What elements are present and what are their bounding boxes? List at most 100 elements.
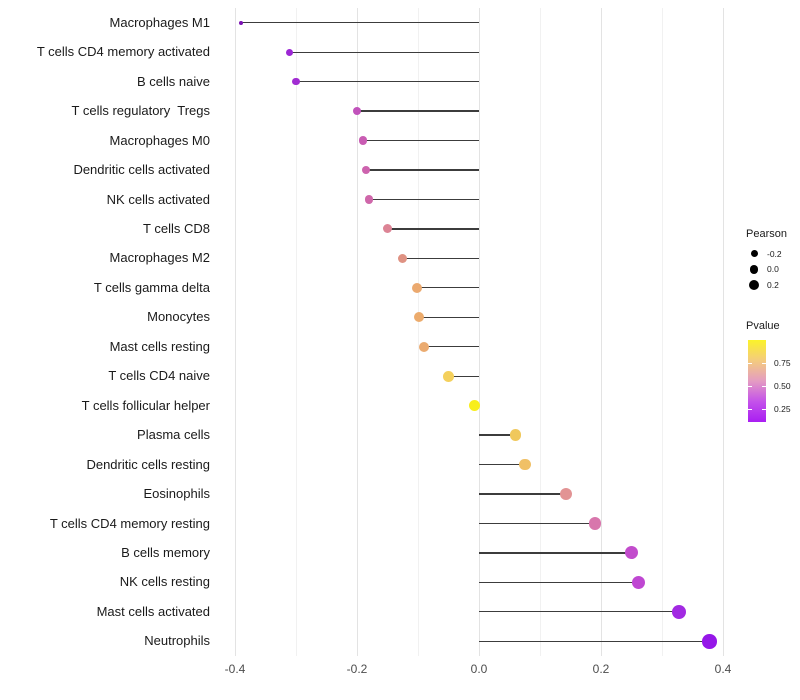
stem xyxy=(479,493,567,495)
lollipop-dot xyxy=(702,634,717,649)
y-axis-label: Mast cells activated xyxy=(96,603,210,619)
lollipop-dot xyxy=(671,604,686,619)
size-legend-dot-cell xyxy=(744,250,764,258)
y-axis-label: T cells CD4 naive xyxy=(108,368,210,384)
size-legend-dot xyxy=(749,279,759,290)
lollipop-dot xyxy=(411,282,422,293)
y-axis-label: Mast cells resting xyxy=(109,338,210,354)
stem xyxy=(479,552,632,554)
y-axis-label: T cells CD4 memory activated xyxy=(36,44,210,60)
lollipop-dot xyxy=(364,195,374,204)
size-legend-items: -0.2 0.0 0.2 xyxy=(744,246,800,293)
lollipop-dot xyxy=(286,48,294,56)
x-axis-tick-label: 0.4 xyxy=(714,662,732,676)
lollipop-dot xyxy=(624,546,639,560)
colorbar-tick-mark xyxy=(748,408,752,410)
gridline-major xyxy=(479,8,480,656)
y-axis-label: T cells CD4 memory resting xyxy=(49,515,210,531)
size-legend: Pearson -0.2 0.0 0.2 xyxy=(744,228,800,293)
y-axis-label: B cells memory xyxy=(121,544,210,560)
y-axis-label: Neutrophils xyxy=(144,633,210,649)
gridline-major xyxy=(235,8,236,656)
stem xyxy=(296,80,479,83)
x-axis-tick-label: 0.2 xyxy=(592,662,610,676)
y-axis-label: Plasma cells xyxy=(137,427,210,443)
lollipop-dot xyxy=(352,106,362,116)
lollipop-dot xyxy=(397,253,408,264)
x-axis-tick-label: 0.0 xyxy=(470,662,488,676)
x-axis-tick-label: -0.4 xyxy=(224,662,246,676)
size-legend-item: 0.0 xyxy=(744,262,800,278)
colorbar-tick-mark xyxy=(748,385,752,387)
y-axis-label: NK cells activated xyxy=(106,191,210,207)
gridline-minor xyxy=(662,8,663,656)
lollipop-dot xyxy=(588,517,602,530)
lollipop-dot xyxy=(560,487,573,501)
size-legend-dot xyxy=(750,250,758,258)
gridline-minor xyxy=(540,8,541,656)
color-legend-title: Pvalue xyxy=(746,320,780,332)
stem xyxy=(479,434,516,436)
colorbar-tick-mark xyxy=(748,363,752,364)
stem xyxy=(448,375,479,377)
stem xyxy=(357,110,479,112)
colorbar-tick-label: 0.75 xyxy=(774,358,791,368)
y-axis-label: Macrophages M2 xyxy=(109,250,210,266)
stem xyxy=(479,640,710,642)
y-axis-label: T cells follicular helper xyxy=(81,397,210,413)
gridline-major xyxy=(723,8,724,656)
colorbar-wrap: 0.75 0.50 0.25 xyxy=(748,340,791,422)
lollipop-dot xyxy=(414,312,425,323)
gridline-minor xyxy=(418,8,419,656)
stem xyxy=(416,287,479,289)
stem xyxy=(387,228,479,230)
plot-panel xyxy=(218,8,740,656)
y-axis-label: Dendritic cells resting xyxy=(86,456,210,472)
size-legend-label: -0.2 xyxy=(767,248,782,259)
lollipop-dot xyxy=(632,575,646,590)
lollipop-dot xyxy=(382,224,393,234)
size-legend-dot-cell xyxy=(744,265,764,274)
colorbar-tick-mark xyxy=(762,408,766,410)
size-legend-dot xyxy=(749,265,759,274)
lollipop-dot xyxy=(292,78,300,86)
x-axis-tick-label: -0.2 xyxy=(346,662,368,676)
size-legend-title: Pearson xyxy=(746,228,787,240)
y-axis-label: T cells gamma delta xyxy=(93,279,210,295)
size-legend-item: 0.2 xyxy=(744,277,800,293)
y-axis-label: NK cells resting xyxy=(119,574,210,590)
gridline-major xyxy=(357,8,358,656)
lollipop-dot xyxy=(361,165,371,175)
pvalue-colorbar xyxy=(748,340,766,422)
lollipop-dot xyxy=(443,370,454,382)
y-axis-label: Monocytes xyxy=(147,309,210,325)
y-axis-label: T cells regulatory Tregs xyxy=(71,103,210,119)
colorbar-tick-mark xyxy=(762,363,766,364)
colorbar-tick-label: 0.25 xyxy=(774,403,791,414)
lollipop-dot xyxy=(419,341,430,352)
stem xyxy=(479,522,595,525)
size-legend-label: 0.2 xyxy=(767,279,779,290)
stem xyxy=(241,22,479,24)
y-axis-label: T cells CD8 xyxy=(143,220,210,236)
size-legend-dot-cell xyxy=(744,279,764,290)
y-axis-label: Macrophages M0 xyxy=(109,132,210,148)
colorbar-tick-label: 0.50 xyxy=(774,380,791,391)
stem xyxy=(479,611,679,613)
stem xyxy=(366,169,479,171)
lollipop-dot xyxy=(239,20,244,25)
stem xyxy=(369,198,479,201)
y-axis-label: Dendritic cells activated xyxy=(73,162,210,177)
lollipop-dot xyxy=(358,136,368,145)
size-legend-item: -0.2 xyxy=(744,246,800,262)
gridline-minor xyxy=(296,8,297,656)
lollipop-dot xyxy=(468,400,480,412)
lollipop-dot xyxy=(509,429,522,441)
size-legend-label: 0.0 xyxy=(767,264,779,275)
stem xyxy=(289,51,479,53)
color-legend: Pvalue 0.75 0.50 0.25 xyxy=(744,320,800,422)
stem xyxy=(402,257,480,260)
gridline-major xyxy=(601,8,602,656)
y-axis-label: B cells naive xyxy=(137,73,210,89)
